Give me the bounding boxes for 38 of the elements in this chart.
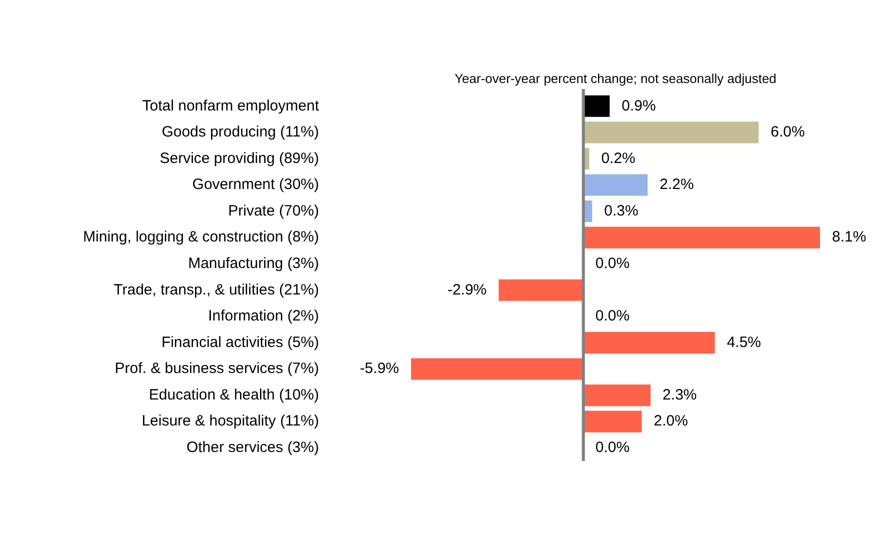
chart-title: Year-over-year percent change; not seasonally adjusted [454, 70, 776, 86]
y-tick-label: Mining, logging & construction (8%) [83, 228, 319, 246]
data-label: 0.0% [595, 439, 630, 456]
data-label: 8.1% [832, 228, 866, 246]
y-tick-label: Goods producing (11%) [162, 124, 319, 141]
y-tick-label: Prof. & business services (7%) [114, 360, 319, 378]
bar [583, 95, 610, 117]
y-tick-label: Private (70%) [228, 202, 319, 220]
bar [583, 410, 642, 432]
y-tick-label: Manufacturing (3%) [188, 255, 319, 272]
data-label: 2.0% [654, 412, 688, 430]
y-tick-label: Total nonfarm employment [142, 97, 320, 114]
data-label: 0.9% [622, 97, 656, 114]
y-tick-label: Trade, transp., & utilities (21%) [114, 281, 319, 298]
data-label: 6.0% [770, 124, 805, 141]
data-label: 0.2% [601, 150, 636, 167]
data-label: 0.0% [595, 255, 630, 272]
data-label: 2.2% [660, 176, 694, 194]
bar [411, 358, 584, 380]
data-label: -2.9% [447, 281, 487, 298]
bar [583, 332, 715, 354]
bar [583, 174, 648, 196]
data-label: 4.5% [726, 334, 762, 351]
y-tick-label: Service providing (89%) [160, 150, 319, 167]
data-label: 0.0% [595, 308, 630, 325]
y-tick-label: Information (2%) [208, 308, 320, 325]
bar [498, 279, 584, 301]
y-tick-label: Government (30%) [192, 176, 319, 194]
y-tick-label: Education & health (10%) [148, 386, 319, 404]
bar [583, 226, 820, 248]
y-tick-label: Financial activities (5%) [161, 334, 319, 351]
data-label: 2.3% [662, 386, 697, 404]
y-tick-label: Other services (3%) [186, 439, 319, 456]
data-label: -5.9% [360, 360, 399, 378]
bar [583, 122, 759, 144]
y-tick-label: Leisure & hospitality (11%) [142, 412, 319, 430]
bar [583, 384, 651, 406]
data-label: 0.3% [604, 202, 638, 220]
